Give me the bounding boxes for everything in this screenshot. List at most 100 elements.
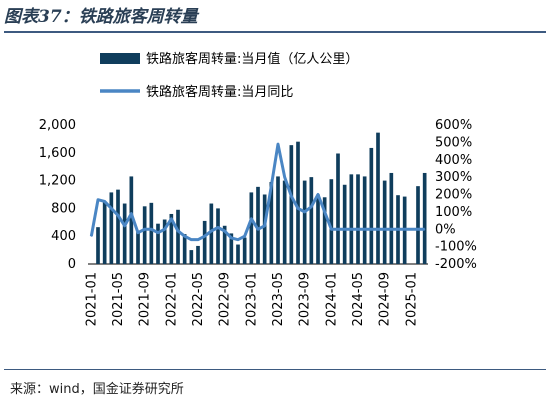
yoy-point-2022-01	[170, 218, 172, 220]
x-tick-label: 2023-01	[244, 272, 259, 326]
yoy-point-2024-12	[404, 228, 406, 230]
x-tick-label: 2023-05	[271, 272, 286, 326]
bar-2024-09	[382, 180, 387, 264]
bar-2021-04	[109, 192, 114, 264]
yoy-point-2022-03	[184, 235, 186, 237]
bar-2023-06	[282, 180, 287, 264]
yoy-point-2024-06	[364, 228, 366, 230]
bar-2024-08	[376, 132, 380, 264]
right-tick-label: 100%	[435, 205, 472, 220]
yoy-point-2024-07	[370, 228, 372, 230]
bar-2021-12	[162, 219, 167, 264]
left-tick-label: 1,200	[39, 174, 76, 189]
bar-2024-02	[336, 153, 340, 264]
yoy-point-2021-08	[137, 232, 139, 234]
yoy-point-2024-03	[344, 228, 346, 230]
yoy-point-2023-10	[310, 206, 312, 208]
right-tick-label: 500%	[435, 135, 472, 150]
bar-2024-05	[356, 174, 360, 264]
left-tick-label: 800	[51, 201, 76, 216]
bar-2022-05	[196, 245, 200, 264]
yoy-point-2021-01	[90, 235, 92, 237]
bar-2023-04	[269, 181, 274, 264]
bar-2022-12	[242, 237, 247, 264]
yoy-point-2023-06	[284, 176, 286, 178]
yoy-point-2021-10	[150, 228, 152, 230]
yoy-point-2023-12	[324, 211, 326, 213]
bar-2024-10	[389, 172, 394, 264]
x-tick-label: 2022-01	[164, 272, 179, 326]
x-tick-label: 2024-05	[351, 272, 366, 326]
x-tick-label: 2024-01	[324, 272, 339, 326]
legend-bar-swatch	[100, 53, 140, 64]
yoy-point-2022-12	[244, 235, 246, 237]
left-tick-label: 400	[51, 229, 76, 244]
yoy-point-2023-03	[264, 225, 266, 227]
bar-2021-09	[142, 206, 147, 264]
yoy-point-2021-05	[117, 214, 119, 216]
bar-2023-03	[262, 194, 267, 264]
yoy-point-2022-04	[190, 239, 192, 241]
right-tick-label: 200%	[435, 188, 472, 203]
right-tick-label: 400%	[435, 153, 472, 168]
left-tick-label: 0	[68, 257, 76, 272]
x-tick-label: 2022-09	[218, 272, 233, 326]
right-tick-label: 300%	[435, 170, 472, 185]
yoy-point-2023-11	[317, 193, 319, 196]
yoy-point-2024-08	[377, 228, 379, 230]
x-tick-label: 2021-01	[84, 272, 99, 326]
bar-2022-10	[229, 233, 234, 264]
yoy-point-2021-12	[164, 228, 166, 230]
yoy-point-2022-08	[217, 226, 219, 229]
yoy-point-2024-09	[384, 228, 386, 230]
title-divider	[4, 31, 546, 33]
yoy-point-2021-11	[157, 232, 159, 234]
yoy-point-2025-02	[417, 228, 419, 230]
x-tick-label: 2024-09	[378, 272, 393, 326]
bar-2023-05	[276, 176, 280, 264]
yoy-point-2022-05	[197, 239, 199, 241]
yoy-point-2022-09	[224, 230, 226, 232]
bar-2022-07	[209, 203, 214, 264]
bar-2021-10	[149, 202, 154, 264]
bar-2024-07	[369, 147, 374, 264]
bar-2021-08	[136, 232, 140, 264]
x-tick-label: 2022-05	[191, 272, 206, 326]
chart-title: 图表37：铁路旅客周转量	[4, 7, 198, 27]
bar-2023-02	[256, 186, 260, 264]
left-tick-label: 1,600	[39, 146, 76, 161]
bar-2025-02	[416, 186, 420, 264]
bar-2023-01	[249, 192, 254, 264]
source-divider	[4, 369, 546, 370]
yoy-point-2022-11	[237, 239, 239, 241]
right-tick-label: -200%	[435, 257, 477, 272]
yoy-point-2022-10	[230, 237, 232, 239]
legend-line-label: 铁路旅客周转量:当月同比	[146, 84, 293, 100]
x-tick-label: 2021-05	[111, 272, 126, 326]
right-tick-label: 0%	[435, 222, 456, 237]
bar-2021-03	[102, 201, 107, 264]
yoy-point-2023-04	[270, 185, 272, 187]
yoy-point-2025-03	[424, 228, 426, 230]
bar-2021-07	[129, 176, 134, 264]
yoy-point-2023-01	[250, 218, 252, 220]
yoy-point-2023-05	[277, 143, 279, 145]
yoy-point-2024-10	[390, 228, 392, 230]
bar-2021-06	[122, 203, 127, 264]
right-tick-label: 600%	[435, 118, 472, 133]
bar-2023-07	[289, 145, 294, 264]
yoy-point-2021-07	[130, 213, 132, 215]
yoy-point-2024-02	[337, 228, 339, 230]
yoy-point-2024-05	[357, 228, 359, 230]
bar-2024-06	[362, 176, 367, 264]
left-tick-label: 2,000	[39, 118, 76, 133]
yoy-point-2022-02	[177, 230, 179, 232]
bar-2022-03	[182, 234, 187, 264]
bar-2023-08	[296, 141, 300, 264]
bar-2022-04	[189, 250, 194, 264]
yoy-point-2025-01	[410, 228, 412, 230]
bar-2022-08	[216, 208, 220, 264]
yoy-point-2021-09	[144, 228, 146, 230]
bar-2023-12	[322, 197, 327, 264]
